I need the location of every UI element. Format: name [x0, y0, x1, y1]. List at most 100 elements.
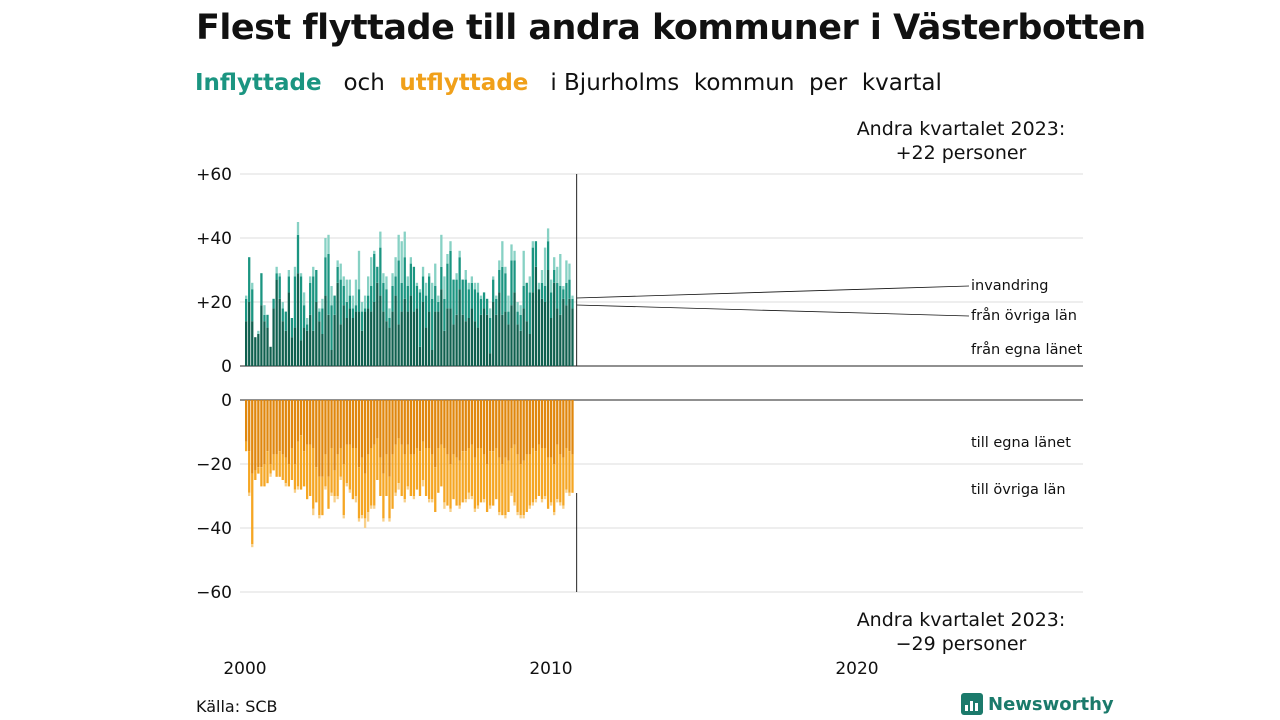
in-bar-segment	[412, 266, 416, 312]
out-bar-segment	[479, 448, 483, 503]
in-bar-segment	[485, 314, 489, 366]
in-bar-segment	[437, 302, 440, 312]
in-bar-segment	[449, 308, 452, 366]
in-bar-segment	[263, 314, 266, 322]
out-bar-segment	[248, 492, 251, 496]
out-bar-segment	[406, 444, 409, 487]
in-bar-segment	[507, 324, 510, 366]
out-bar-segment	[409, 454, 412, 496]
out-bar-segment	[464, 451, 467, 500]
out-bar-segment	[312, 508, 315, 516]
out-bar-segment	[504, 457, 507, 516]
in-bar-segment	[302, 292, 306, 306]
in-bar-segment	[424, 282, 428, 296]
out-bar-segment	[281, 400, 284, 455]
out-bar-segment	[324, 400, 327, 455]
out-bar-segment	[345, 444, 348, 484]
in-bar-segment	[431, 282, 434, 299]
in-bar-segment	[363, 295, 367, 309]
out-bar-segment	[385, 454, 388, 496]
in-bar-segment	[504, 273, 507, 312]
in-bar-segment	[537, 289, 541, 366]
in-bar-segment	[543, 286, 547, 302]
out-bar-segment	[437, 400, 440, 448]
out-bar-segment	[525, 454, 528, 512]
out-bar-segment	[345, 483, 348, 487]
out-bar-segment	[367, 400, 370, 455]
out-bar-segment	[467, 492, 470, 500]
subtitle-inflyttade: Inflyttade	[195, 70, 322, 96]
out-bar-segment	[412, 454, 416, 496]
in-bar-segment	[318, 321, 321, 366]
out-bar-segment	[299, 435, 303, 490]
in-bar-segment	[415, 286, 419, 309]
in-bar-segment	[278, 298, 281, 366]
in-bar-segment	[455, 273, 458, 280]
in-bar-segment	[363, 311, 367, 366]
out-bar-segment	[571, 454, 574, 493]
in-bar-segment	[315, 302, 318, 366]
in-bar-segment	[559, 254, 562, 286]
in-bar-segment	[522, 286, 525, 309]
in-bar-segment	[382, 273, 385, 283]
out-bar-segment	[528, 454, 531, 506]
in-bar-segment	[440, 289, 443, 366]
out-bar-segment	[315, 400, 318, 468]
out-bar-segment	[568, 400, 571, 452]
in-bar-segment	[437, 295, 440, 302]
out-bar-segment	[309, 444, 312, 496]
in-bar-segment	[287, 276, 290, 293]
in-bar-segment	[498, 292, 501, 366]
in-bar-segment	[263, 321, 266, 366]
out-bar-segment	[388, 518, 391, 522]
in-bar-segment	[403, 298, 406, 366]
out-bar-segment	[498, 512, 501, 516]
out-bar-segment	[498, 457, 501, 512]
in-bar-segment	[397, 260, 400, 325]
out-bar-segment	[556, 444, 559, 500]
out-bar-segment	[339, 448, 342, 477]
out-bar-segment	[543, 496, 547, 500]
in-bar-segment	[287, 270, 290, 277]
out-bar-segment	[562, 505, 565, 509]
out-bar-segment	[546, 400, 550, 458]
in-bar-segment	[562, 286, 565, 290]
in-bar-segment	[339, 279, 342, 325]
out-bar-segment	[302, 451, 306, 487]
x-tick-label: 2020	[835, 659, 878, 679]
in-bar-segment	[293, 276, 297, 328]
in-bar-segment	[498, 270, 501, 293]
out-bar-segment	[534, 499, 538, 503]
in-bar-segment	[245, 321, 248, 366]
out-bar-segment	[400, 400, 403, 445]
out-bar-segment	[534, 400, 538, 452]
in-bar-segment	[339, 263, 342, 280]
out-bar-segment	[324, 486, 327, 490]
out-bar-segment	[290, 400, 294, 448]
out-bar-segment	[553, 512, 556, 516]
in-bar-segment	[546, 270, 550, 366]
in-bar-segment	[550, 279, 553, 293]
in-bar-segment	[428, 311, 431, 366]
out-bar-segment	[522, 515, 525, 519]
in-bar-segment	[306, 318, 309, 325]
out-bar-segment	[443, 448, 446, 503]
out-bar-segment	[363, 473, 367, 519]
in-bar-segment	[385, 276, 388, 290]
in-bar-segment	[336, 282, 339, 366]
out-bar-segment	[431, 499, 434, 503]
subtitle-utflyttade: utflyttade	[399, 70, 529, 96]
in-bar-segment	[342, 305, 345, 366]
out-bar-segment	[455, 400, 458, 458]
out-bar-segment	[516, 400, 519, 455]
out-bar-segment	[540, 499, 544, 503]
in-bar-segment	[565, 305, 568, 366]
annotation-top-line1: Andra kvartalet 2023:	[856, 118, 1066, 140]
out-bar-segment	[318, 476, 321, 516]
out-bar-segment	[449, 508, 452, 512]
in-bar-segment	[458, 250, 461, 258]
in-bar-segment	[443, 298, 446, 331]
out-bar-segment	[272, 400, 275, 455]
in-bar-segment	[388, 327, 391, 366]
